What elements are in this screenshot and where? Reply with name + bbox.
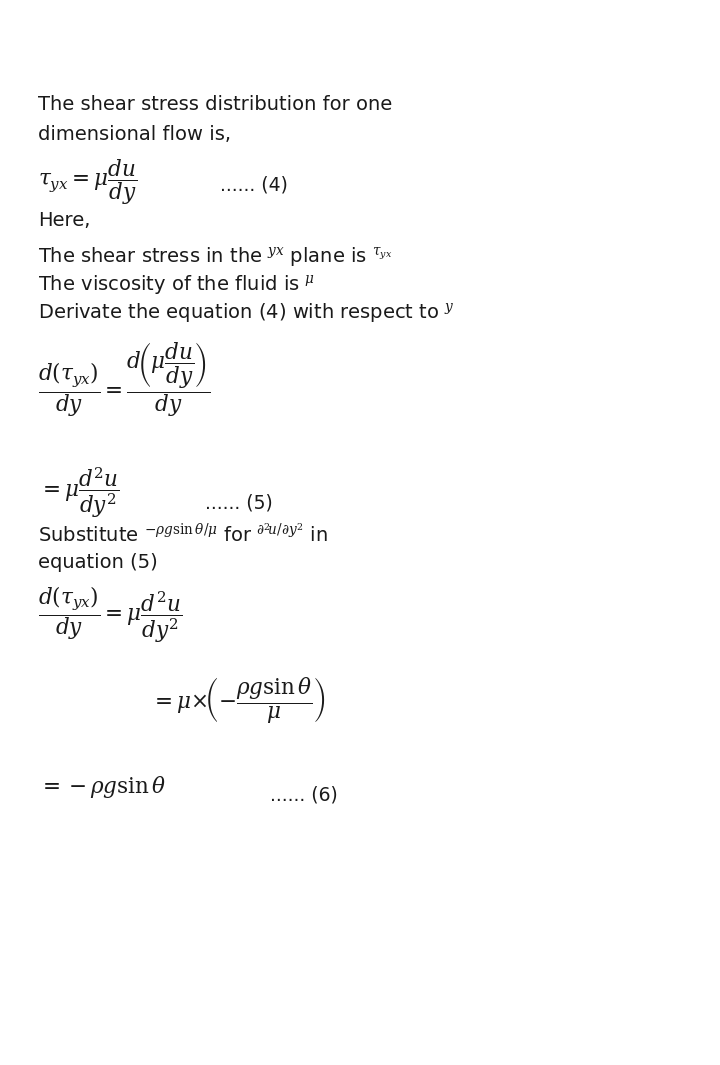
Text: $\tau_{yx} = \mu\dfrac{du}{dy}$: $\tau_{yx} = \mu\dfrac{du}{dy}$ [38,158,138,207]
Text: dimensional flow is,: dimensional flow is, [38,126,231,145]
Text: $\dfrac{d\left(\tau_{yx}\right)}{dy} = \dfrac{d\!\left(\mu\dfrac{du}{dy}\right)}: $\dfrac{d\left(\tau_{yx}\right)}{dy} = \… [38,341,210,420]
Text: equation (5): equation (5) [38,553,158,572]
Text: Substitute $^{-\rho g\sin\theta/\mu}$ for $^{\partial^2\!u/\partial y^2}$ in: Substitute $^{-\rho g\sin\theta/\mu}$ fo… [38,524,328,546]
Text: $= -\rho g\sin\theta$: $= -\rho g\sin\theta$ [38,774,166,800]
Text: ...... (6): ...... (6) [270,786,338,804]
Text: The viscosity of the fluid is $^{\mu}$: The viscosity of the fluid is $^{\mu}$ [38,274,315,296]
Text: ...... (4): ...... (4) [220,176,288,195]
Text: $= \mu\dfrac{d^{2}u}{dy^{2}}$: $= \mu\dfrac{d^{2}u}{dy^{2}}$ [38,465,120,521]
Text: Here,: Here, [38,211,91,229]
Text: ...... (5): ...... (5) [205,493,273,512]
Text: $= \mu{\times}\!\left(-\dfrac{\rho g\sin\theta}{\mu}\right)$: $= \mu{\times}\!\left(-\dfrac{\rho g\sin… [150,675,325,725]
Text: The shear stress in the $^{yx}$ plane is $^{\tau_{yx}}$: The shear stress in the $^{yx}$ plane is… [38,246,392,268]
Text: $\dfrac{d\left(\tau_{yx}\right)}{dy} = \mu\dfrac{d^{2}u}{dy^{2}}$: $\dfrac{d\left(\tau_{yx}\right)}{dy} = \… [38,585,182,645]
Text: Derivate the equation (4) with respect to $^{y}$: Derivate the equation (4) with respect t… [38,300,454,324]
Text: The shear stress distribution for one: The shear stress distribution for one [38,96,392,115]
